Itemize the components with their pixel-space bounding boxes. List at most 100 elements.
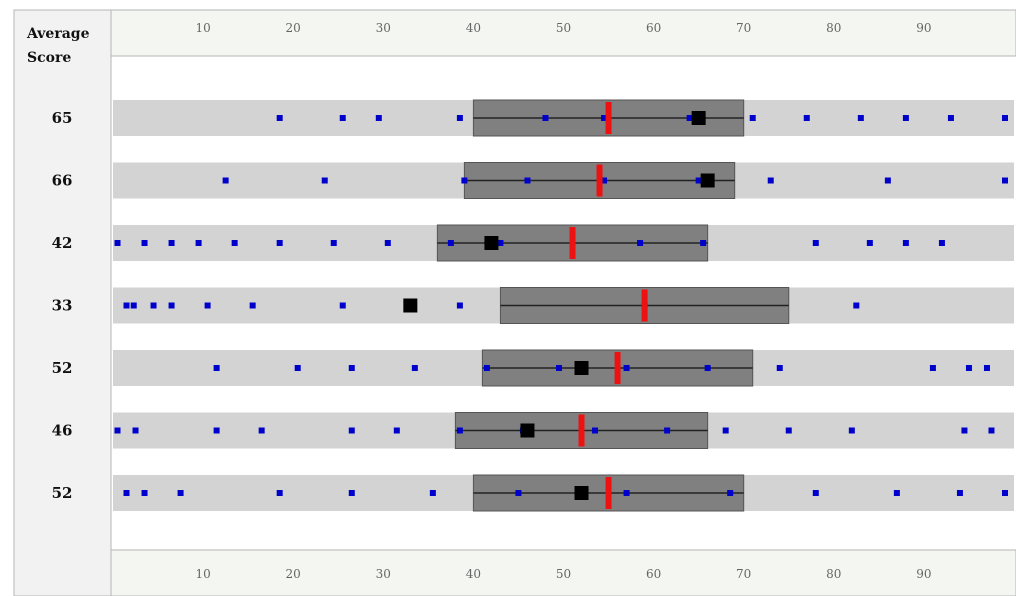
data-point — [258, 427, 265, 434]
data-point — [902, 115, 909, 121]
data-point — [542, 115, 549, 121]
data-point — [348, 365, 355, 371]
data-point — [456, 115, 463, 121]
top-tick-label: 40 — [466, 21, 481, 35]
data-point — [276, 490, 283, 496]
top-tick-label: 90 — [916, 21, 931, 35]
bottom-tick-label: 20 — [286, 567, 301, 581]
median-marker — [578, 414, 585, 447]
top-tick-label: 80 — [826, 21, 841, 35]
data-point — [637, 240, 644, 246]
data-point — [429, 490, 436, 496]
data-point — [497, 240, 504, 246]
bottom-tick-label: 10 — [195, 567, 210, 581]
data-point — [866, 240, 873, 246]
data-point — [114, 240, 121, 246]
data-point — [965, 365, 972, 371]
median-marker — [605, 102, 612, 134]
average-marker — [403, 298, 418, 313]
chart-rows: 65 66 42 33 52 46 52 — [52, 99, 1014, 512]
data-point — [767, 177, 774, 184]
top-tick-label: 60 — [646, 21, 661, 35]
average-marker — [484, 236, 499, 250]
row-header-line-1: Average — [26, 26, 90, 42]
data-point — [339, 115, 346, 121]
data-point — [204, 302, 211, 309]
bottom-tick-label: 60 — [646, 567, 661, 581]
bottom-tick-label: 40 — [466, 567, 481, 581]
row-1: 65 — [52, 99, 1014, 137]
median-marker — [614, 352, 621, 384]
data-point — [123, 490, 130, 496]
data-point — [168, 240, 175, 246]
data-point — [902, 240, 909, 246]
data-point — [130, 302, 137, 309]
data-point — [776, 365, 783, 371]
data-point — [411, 365, 418, 371]
data-point — [601, 177, 608, 184]
data-point — [222, 177, 229, 184]
row-label: 65 — [52, 109, 73, 127]
bottom-axis-panel — [110, 549, 1016, 596]
data-point — [231, 240, 238, 246]
data-point — [812, 240, 819, 246]
data-point — [749, 115, 756, 121]
top-tick-label: 20 — [286, 21, 301, 35]
row-7: 52 — [52, 474, 1014, 512]
data-point — [704, 365, 711, 371]
row-label: 52 — [52, 484, 73, 502]
data-point — [983, 365, 990, 371]
top-tick-label: 50 — [556, 21, 571, 35]
data-point — [592, 427, 599, 434]
bottom-tick-label: 70 — [736, 567, 751, 581]
row-label: 33 — [52, 297, 73, 315]
data-point — [524, 177, 531, 184]
data-point — [132, 427, 139, 434]
row-header-line-2: Score — [27, 50, 71, 66]
data-point — [853, 302, 860, 309]
data-point — [483, 365, 490, 371]
data-point — [988, 427, 995, 434]
data-point — [1001, 115, 1008, 121]
data-point — [601, 115, 608, 121]
data-point — [727, 490, 734, 496]
data-point — [321, 177, 328, 184]
top-tick-label: 30 — [376, 21, 391, 35]
data-point — [348, 427, 355, 434]
bottom-axis-ticks: 10 20 30 40 50 60 70 80 90 — [195, 567, 931, 581]
data-point — [1001, 177, 1008, 184]
data-point — [623, 490, 630, 496]
data-point — [213, 365, 220, 371]
average-marker — [520, 423, 535, 438]
data-point — [384, 240, 391, 246]
data-point — [623, 365, 630, 371]
data-point — [150, 302, 157, 309]
data-point — [177, 490, 184, 496]
data-point — [956, 490, 963, 496]
data-point — [249, 302, 256, 309]
row-4: 33 — [52, 287, 1014, 324]
average-marker — [691, 111, 706, 125]
data-point — [722, 427, 729, 434]
data-point — [276, 115, 283, 121]
row-2: 66 — [52, 162, 1014, 199]
bottom-tick-label: 50 — [556, 567, 571, 581]
data-point — [812, 490, 819, 496]
row-label: 46 — [52, 422, 73, 440]
data-point — [700, 240, 707, 246]
data-point — [375, 115, 382, 121]
top-tick-label: 10 — [195, 21, 210, 35]
median-marker — [605, 477, 612, 509]
average-marker — [700, 173, 715, 188]
data-point — [168, 302, 175, 309]
median-marker — [569, 227, 576, 259]
data-point — [664, 427, 671, 434]
data-point — [884, 177, 891, 184]
label-panel — [13, 9, 112, 596]
average-marker — [574, 361, 589, 375]
data-point — [339, 302, 346, 309]
row-label: 66 — [52, 172, 73, 190]
data-point — [123, 302, 130, 309]
data-point — [686, 115, 693, 121]
